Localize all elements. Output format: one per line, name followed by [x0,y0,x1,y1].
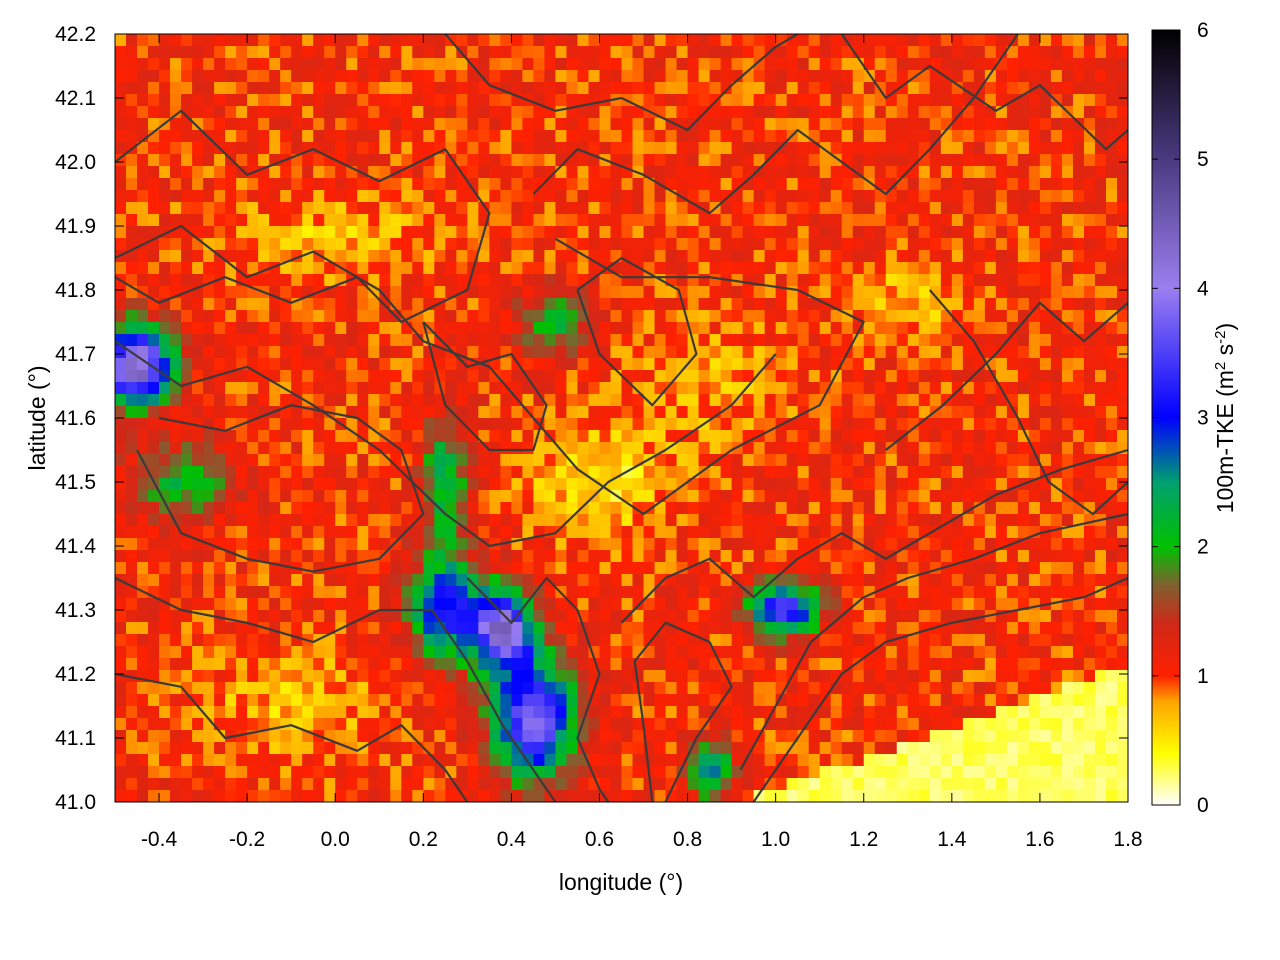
x-tick-label: -0.4 [141,828,178,851]
x-tick-label: -0.2 [229,828,265,851]
contour-line [620,448,1128,624]
x-axis: -0.4 -0.2 0.0 0.2 0.4 0.6 0.8 1.0 1.2 1.4 1.6 1.8 [141,34,1143,851]
x-tick-label: 0.8 [673,828,702,851]
x-tick-label: 1.0 [761,828,790,851]
colorbar-tick-label: 1 [1197,665,1209,688]
contour-line [739,512,1128,771]
y-tick-label: 41.8 [55,279,96,302]
contour-line [633,621,733,802]
contour-line [444,34,799,132]
contour-line [136,404,425,573]
colorbar: 0 1 2 3 4 5 6 100m-TKE (m2 s-2) [1151,19,1239,817]
y-tick-label: 42.2 [55,23,96,46]
x-tick-label: 0.0 [321,828,350,851]
y-tick-label: 42.1 [55,87,96,110]
contour-line [466,576,610,802]
colorbar-ticks: 0 1 2 3 4 5 6 [1152,19,1209,817]
terrain-contours [115,34,1128,802]
contour-line [115,109,491,324]
y-axis-title: latitude (°) [24,365,50,470]
y-tick-label: 41.7 [55,343,96,366]
x-tick-label: 0.2 [409,828,438,851]
colorbar-title: 100m-TKE (m2 s-2) [1212,323,1239,513]
colorbar-tick-label: 3 [1197,407,1209,430]
x-tick-label: 1.2 [849,828,878,851]
y-tick-label: 41.1 [55,727,96,750]
contour-line [576,256,698,407]
contour-line [885,301,1128,451]
y-tick-label: 41.5 [55,471,96,494]
y-tick-label: 41.6 [55,407,96,430]
contour-line [115,577,557,802]
contour-line [840,34,1128,151]
colorbar-tick-label: 6 [1197,19,1209,42]
colorbar-tick-label: 2 [1197,536,1209,559]
y-tick-label: 42.0 [55,151,96,174]
colorbar-tick-label: 0 [1197,794,1209,817]
y-tick-label: 41.3 [55,599,96,622]
heatmap-field [115,34,1128,802]
x-tick-label: 1.6 [1025,828,1054,851]
colorbar-tick-label: 5 [1197,148,1209,171]
contour-line [115,672,469,802]
x-tick-label: 0.6 [585,828,614,851]
contour-line [422,321,548,452]
x-tick-label: 0.4 [497,828,527,851]
x-axis-title: longitude (°) [559,869,683,895]
y-tick-label: 41.4 [55,535,96,558]
x-tick-label: 1.4 [937,828,967,851]
x-tick-label: 1.8 [1113,828,1142,851]
y-tick-label: 41.2 [55,663,96,686]
plot-area [114,33,1129,803]
contour-line [752,576,1128,802]
contour-line [115,224,865,516]
y-tick-label: 41.0 [55,791,96,814]
y-tick-label: 41.9 [55,215,96,238]
contour-line [532,34,1019,215]
contour-line [928,289,1128,516]
contour-line [115,340,777,548]
colorbar-tick-label: 4 [1197,277,1209,300]
y-axis: 41.0 41.1 41.2 41.3 41.4 41.5 41.6 41.7 41.8 41.9… [55,23,1128,814]
